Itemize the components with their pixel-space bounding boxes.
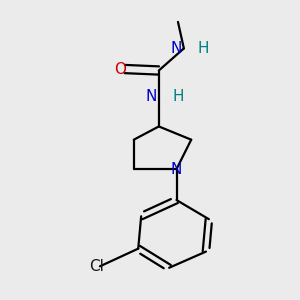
Text: H: H <box>172 89 184 104</box>
Text: Cl: Cl <box>90 259 104 274</box>
Text: N: N <box>146 89 157 104</box>
Text: N: N <box>171 41 182 56</box>
Text: O: O <box>114 61 126 76</box>
Text: H: H <box>197 41 209 56</box>
Text: N: N <box>171 162 182 177</box>
